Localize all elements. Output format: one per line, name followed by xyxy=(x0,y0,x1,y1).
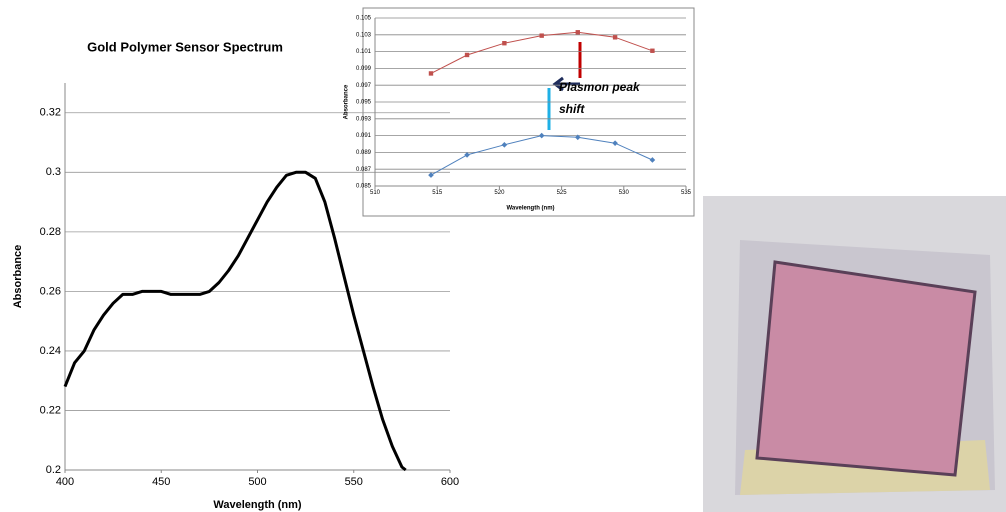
marker xyxy=(649,157,656,163)
y-tick-label: 0.089 xyxy=(356,150,372,156)
y-tick-label: 0.24 xyxy=(40,345,61,357)
y-tick-label: 0.105 xyxy=(356,16,372,22)
x-tick-label: 525 xyxy=(557,190,568,196)
marker xyxy=(574,134,581,141)
chart-title: Gold Polymer Sensor Spectrum xyxy=(87,39,283,54)
x-tick-label: 515 xyxy=(432,190,443,196)
x-tick-label: 530 xyxy=(619,190,630,196)
y-tick-label: 0.101 xyxy=(356,49,372,55)
y-tick-label: 0.103 xyxy=(356,32,372,38)
marker xyxy=(539,33,544,38)
y-tick-label: 0.28 xyxy=(40,226,61,238)
y-tick-label: 0.3 xyxy=(46,166,61,178)
y-tick-label: 0.26 xyxy=(40,285,61,297)
y-tick-label: 0.095 xyxy=(356,100,372,106)
data-line xyxy=(63,170,407,472)
y-axis-label: Absorbance xyxy=(344,84,350,119)
marker xyxy=(502,41,507,46)
marker xyxy=(650,48,655,53)
sample-photo xyxy=(703,196,1006,512)
marker xyxy=(501,142,508,148)
inset-frame xyxy=(362,7,695,217)
x-tick-label: 510 xyxy=(370,190,381,196)
y-tick-label: 0.2 xyxy=(46,464,61,476)
shift-arrowhead xyxy=(552,76,564,92)
x-axis-label: Wavelength (nm) xyxy=(506,206,554,212)
x-tick-label: 520 xyxy=(494,190,505,196)
y-tick-label: 0.32 xyxy=(40,107,61,119)
marker xyxy=(464,152,470,158)
y-tick-label: 0.22 xyxy=(40,404,61,416)
y-axis-label: Absorbance xyxy=(12,245,24,309)
annotation: shift xyxy=(559,102,585,116)
x-tick-label: 400 xyxy=(56,476,74,488)
annotation: Plasmon peak xyxy=(559,80,641,94)
y-tick-label: 0.093 xyxy=(356,116,372,122)
marker xyxy=(538,132,545,139)
inset-annotations xyxy=(547,42,582,130)
y-tick-label: 0.091 xyxy=(356,133,372,139)
y-tick-label: 0.097 xyxy=(356,83,372,89)
y-tick-label: 0.085 xyxy=(356,184,372,190)
marker xyxy=(612,35,618,40)
y-tick-label: 0.087 xyxy=(356,167,372,173)
x-tick-label: 450 xyxy=(152,476,170,488)
marker xyxy=(575,30,580,35)
x-tick-label: 535 xyxy=(681,190,692,196)
x-tick-label: 550 xyxy=(345,476,363,488)
y-tick-label: 0.099 xyxy=(356,66,372,72)
marker xyxy=(464,52,470,58)
gold-film xyxy=(755,260,977,477)
marker xyxy=(428,172,434,178)
x-axis-label: Wavelength (nm) xyxy=(213,499,302,511)
x-tick-label: 600 xyxy=(441,476,459,488)
marker xyxy=(612,140,618,146)
x-tick-label: 500 xyxy=(248,476,266,488)
marker xyxy=(428,71,434,76)
